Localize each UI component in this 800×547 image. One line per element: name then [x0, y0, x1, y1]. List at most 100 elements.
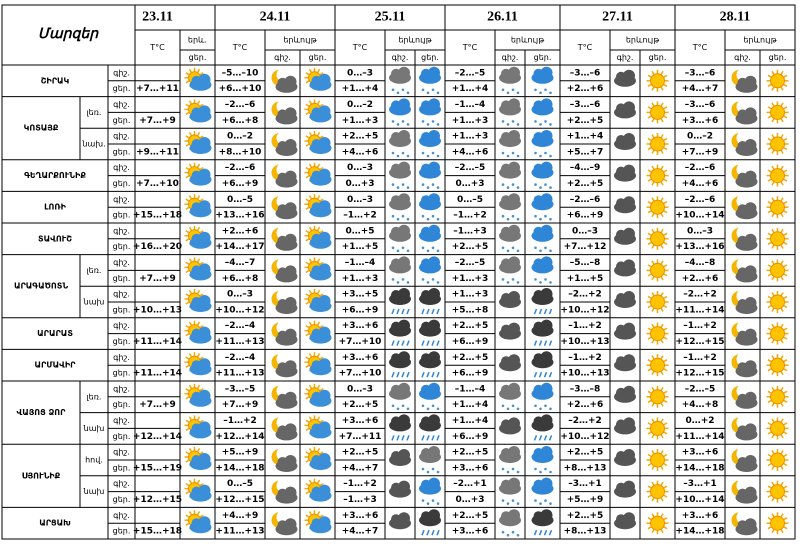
sun-ray	[660, 481, 664, 486]
sun-ray	[780, 465, 784, 470]
cloud	[623, 259, 635, 272]
cell-text: +1…+5	[342, 242, 379, 252]
sun-ray	[771, 339, 775, 344]
sun-ray	[771, 118, 775, 123]
snow	[539, 249, 542, 253]
cell-text: գիշ.	[113, 100, 130, 109]
cell-text: 0…+2	[685, 416, 714, 426]
cloud	[428, 130, 440, 142]
rain	[391, 340, 395, 346]
cell-text: գիշ.	[113, 448, 130, 457]
weather-icon	[766, 480, 789, 503]
sun-ray	[767, 368, 772, 372]
snow	[511, 278, 515, 281]
cloud	[540, 319, 553, 332]
sun-ray	[771, 260, 775, 265]
sun-ray	[771, 212, 775, 218]
cloud	[540, 130, 553, 142]
snow	[534, 246, 537, 250]
sun-ray	[316, 68, 321, 73]
sun	[770, 199, 785, 215]
cell-text: ԱՐԱՐԱՏ	[37, 329, 73, 338]
sun-ray	[319, 419, 324, 424]
sun-ray	[780, 513, 784, 518]
cloud	[623, 512, 635, 525]
cell-text: –3…–6	[685, 68, 716, 78]
weather-icon	[271, 194, 298, 220]
weather-icon	[419, 66, 441, 95]
cell-text: 0…–3	[572, 226, 598, 236]
sun-ray	[651, 102, 655, 107]
sun	[770, 389, 785, 405]
cloud	[428, 224, 440, 237]
snow	[516, 123, 520, 126]
cell-text: երևույթ	[283, 36, 316, 45]
weather-icon	[304, 478, 332, 502]
snow	[516, 470, 520, 474]
snow	[396, 154, 400, 158]
sun-ray	[663, 210, 668, 214]
weather-icon	[271, 352, 298, 378]
sun-ray	[780, 181, 784, 186]
rain	[538, 308, 543, 315]
cell-text: նախ	[83, 487, 105, 496]
cloud	[198, 453, 211, 465]
cell-text: +2…+5	[342, 132, 379, 142]
cell-text: ՇԻՐԱԿ	[41, 76, 70, 85]
rain	[533, 371, 538, 378]
sun-ray	[663, 304, 668, 309]
weather-icon	[184, 478, 212, 502]
sun-ray	[783, 178, 788, 182]
cloud	[540, 446, 553, 458]
sun-ray	[663, 336, 668, 340]
cell-text: –1…+2	[223, 416, 257, 426]
cell-text: +3…+6	[342, 416, 379, 426]
sun-ray	[305, 293, 310, 297]
weather-icon	[614, 164, 636, 182]
sun-ray	[188, 479, 193, 484]
sun-ray	[316, 416, 321, 421]
sun-ray	[647, 462, 652, 467]
snow	[421, 499, 425, 502]
cell-text: ցեր.	[113, 400, 131, 409]
sun	[770, 452, 785, 468]
sun-ray	[780, 165, 784, 170]
cell-text: –2…–5	[455, 163, 486, 173]
weather-icon	[731, 383, 758, 409]
sun-ray	[783, 169, 788, 173]
cell-text: +2…+5	[452, 242, 489, 252]
cell-text: +8…+13	[564, 463, 607, 473]
weather-icon	[499, 98, 521, 126]
cell-text: ցեր.	[113, 242, 131, 251]
sun-ray	[771, 292, 775, 297]
sun-ray	[305, 459, 310, 463]
cell-text: +1…+5	[567, 274, 604, 284]
sun-ray	[663, 399, 668, 403]
sun-ray	[196, 511, 201, 516]
weather-icon	[271, 320, 298, 346]
sun-ray	[319, 103, 324, 108]
cell-text: +11…+13	[215, 527, 264, 537]
cloud	[284, 233, 297, 246]
rain	[406, 435, 410, 441]
sun-ray	[188, 321, 193, 326]
cell-text: +9…+11	[136, 147, 179, 157]
sun-ray	[305, 301, 310, 305]
cell-text: 0…–5	[457, 195, 483, 205]
sun-ray	[647, 390, 652, 394]
sun-ray	[185, 293, 190, 297]
sun-ray	[647, 422, 652, 426]
sun-ray	[651, 244, 655, 249]
cloud	[508, 382, 520, 395]
snow	[401, 404, 405, 408]
cell-text: –2…–6	[225, 100, 256, 110]
sun-ray	[780, 244, 784, 249]
sun-ray	[185, 356, 190, 360]
sun-ray	[305, 174, 310, 179]
weather-icon	[731, 194, 758, 220]
cloud	[540, 224, 553, 237]
sun-ray	[199, 230, 204, 234]
sun-ray	[305, 143, 310, 147]
sun-ray	[780, 86, 784, 91]
sun-ray	[783, 137, 788, 142]
